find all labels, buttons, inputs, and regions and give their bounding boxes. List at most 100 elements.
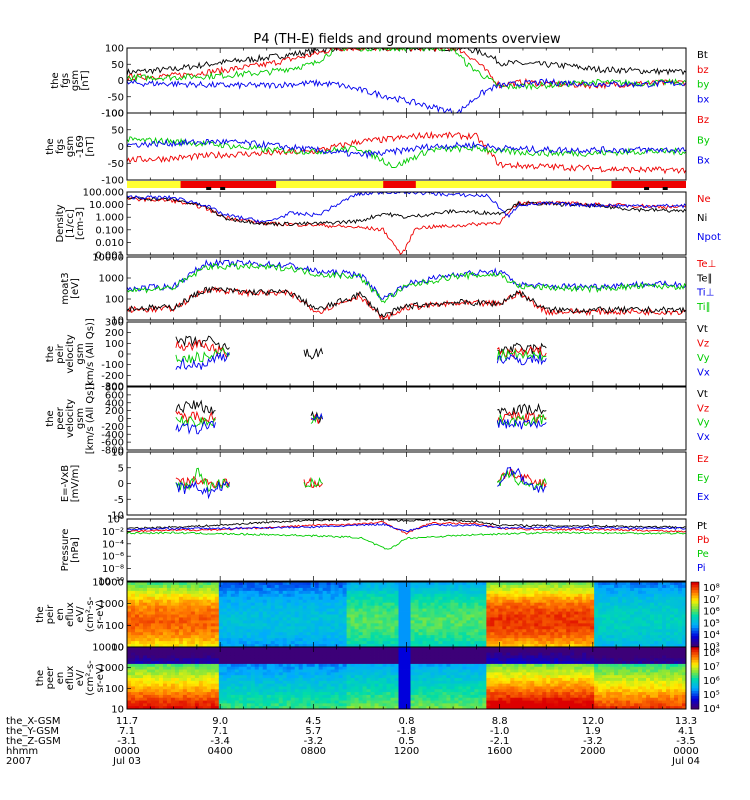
efield-series-Ex-seg1 <box>497 466 547 494</box>
peer_spec-cell <box>334 652 340 656</box>
peer_spec-cell <box>298 649 304 654</box>
peer_spec-cell <box>282 686 288 690</box>
peir_spec-cell <box>638 638 643 642</box>
peer_spec-cell <box>178 672 184 676</box>
peir_spec-cell <box>174 641 180 645</box>
peir_spec-cell <box>546 635 551 639</box>
density-ylabel-line: [cm-3] <box>75 207 86 240</box>
peir_spec-colorbar-label: 10³ <box>703 642 720 653</box>
peir_spec-cell <box>498 602 503 607</box>
peir_spec-cell <box>522 641 527 645</box>
peir_spec-cell <box>430 611 435 615</box>
peer_spec-cell <box>314 706 320 710</box>
peir_spec-cell <box>498 582 503 586</box>
peir_spec-cell <box>186 605 192 609</box>
peer_spec-cell <box>286 694 292 699</box>
peir_spec-cell <box>578 638 583 642</box>
peir_spec-cell <box>530 605 535 609</box>
peer-legend-1: Vz <box>697 403 709 414</box>
peir_spec-cell <box>442 632 447 636</box>
peir_spec-cell <box>254 611 260 615</box>
peir_spec-cell <box>190 602 196 607</box>
peir_spec-cell <box>682 629 687 633</box>
peer_spec-cell <box>286 697 292 701</box>
peir_spec-colorbar-cell <box>691 600 699 605</box>
peir_spec-cell <box>274 587 280 592</box>
peir_spec-cell <box>590 584 595 589</box>
peir_spec-cell <box>218 605 224 609</box>
peer_spec-cell <box>238 663 244 668</box>
peir_spec-cell <box>466 626 471 630</box>
peir_spec-cell <box>330 638 336 642</box>
peer_spec-cell <box>330 686 336 690</box>
temp-legend-3: Ti∥ <box>696 302 711 313</box>
peer_spec-cell <box>318 686 324 690</box>
peir_spec-cell <box>518 593 523 598</box>
peir_spec-cell <box>410 635 415 639</box>
peer_spec-cell <box>222 658 228 662</box>
peir_spec-cell <box>654 590 659 595</box>
peer_spec-cell <box>198 683 204 687</box>
peer_spec-cell <box>262 678 268 682</box>
peir_spec-cell <box>238 611 244 615</box>
peir_spec-cell <box>406 623 411 627</box>
peer_spec-cell <box>286 649 292 654</box>
peir_spec-cell <box>618 584 623 589</box>
peir_spec-cell <box>490 608 495 612</box>
peir_spec-cell <box>338 629 344 633</box>
peir_spec-cell <box>350 605 355 609</box>
peir_spec-cell <box>178 635 184 639</box>
peir_spec-cell <box>550 617 555 621</box>
peir_spec-cell <box>334 587 340 592</box>
peir_spec-cell <box>318 599 324 604</box>
peir_spec-cell <box>494 638 499 642</box>
fgs-ylabel-line: gsm <box>70 70 81 91</box>
peir_spec-cell <box>290 599 296 604</box>
peir_spec-colorbar-cell <box>691 595 699 599</box>
peir_spec-cell <box>306 623 312 627</box>
peir_spec-cell <box>246 608 252 612</box>
peir_spec-cell <box>178 590 184 595</box>
peir_spec-cell <box>590 605 595 609</box>
peir_spec-cell <box>190 626 196 630</box>
peir_spec-cell <box>430 608 435 612</box>
peir_spec-cell <box>554 596 559 601</box>
peer-series-Vz-seg2 <box>496 410 547 424</box>
peir_spec-cell <box>322 587 328 592</box>
peir_spec-cell <box>270 644 276 648</box>
peer_spec-cell <box>302 655 308 659</box>
peir_spec-cell <box>462 584 467 589</box>
peer_spec-cell <box>154 700 160 704</box>
peir_spec-cell <box>238 596 244 601</box>
peir_spec-cell <box>666 582 671 586</box>
peir_spec-colorbar-cell <box>691 598 699 602</box>
peir_spec-cell <box>426 641 431 645</box>
peir_spec-cell <box>654 620 659 624</box>
peer_spec-cell <box>130 680 136 685</box>
peir_spec-cell <box>338 611 344 615</box>
peer_spec-cell <box>270 692 276 696</box>
peir_spec-cell <box>274 623 280 627</box>
peir_spec-cell <box>578 617 583 621</box>
peer_spec-cell <box>206 652 212 656</box>
peir_spec-cell <box>142 644 148 648</box>
peer_spec-cell <box>186 652 192 656</box>
peir_spec-cell <box>638 582 643 586</box>
peer_spec-cell <box>214 683 220 687</box>
peir_spec-cell <box>422 638 427 642</box>
peer_spec-cell <box>154 666 160 670</box>
peir_spec-cell <box>426 626 431 630</box>
peer_spec-cell <box>198 689 204 693</box>
peer_spec-cell <box>162 703 168 707</box>
peer_spec-cell <box>146 649 152 654</box>
peer_spec-cell <box>338 647 344 651</box>
peir_spec-cell <box>138 620 144 624</box>
peer_spec-cell <box>270 663 276 668</box>
peir_spec-cell <box>506 614 511 618</box>
peir_spec-cell <box>522 596 527 601</box>
peir_spec-cell <box>198 644 204 648</box>
peer_spec-cell <box>298 661 304 665</box>
peir_spec-cell <box>194 632 200 636</box>
peer_spec-cell <box>338 655 344 659</box>
peer_spec-cell <box>130 666 136 670</box>
